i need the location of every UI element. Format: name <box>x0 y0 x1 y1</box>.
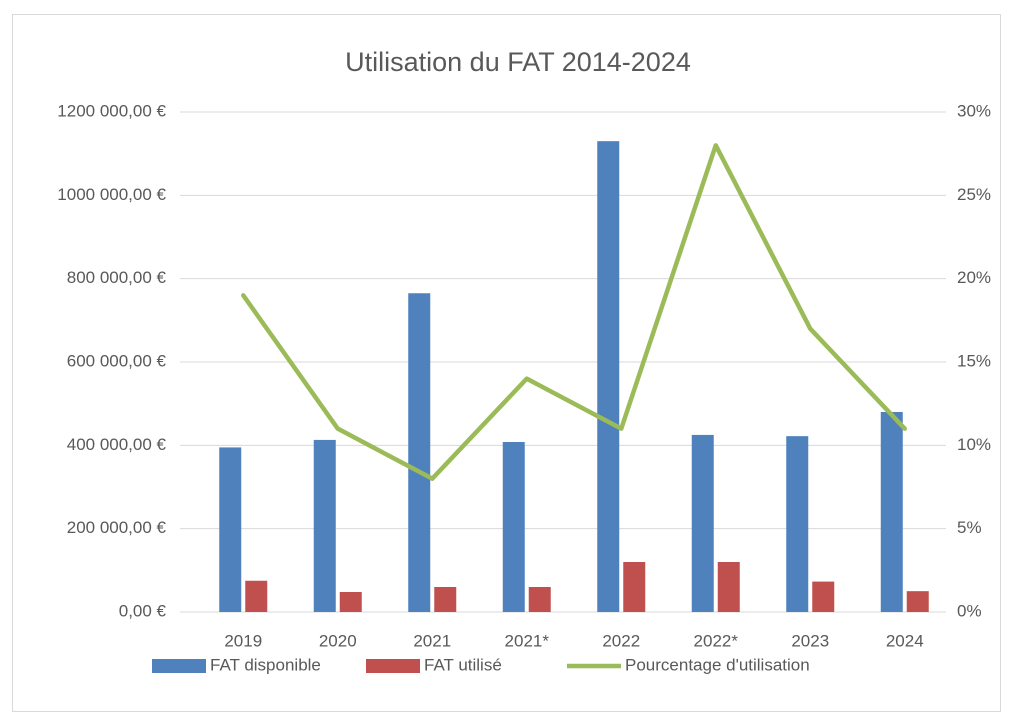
y-tick-label: 1200 000,00 € <box>57 101 166 120</box>
y-tick-label: 600 000,00 € <box>67 351 167 370</box>
y2-tick-label: 5% <box>957 518 982 537</box>
bar <box>786 436 809 612</box>
y2-tick-label: 10% <box>957 435 991 454</box>
x-tick-label: 2020 <box>319 631 357 650</box>
legend-label: FAT disponible <box>210 655 321 674</box>
bar <box>597 141 620 612</box>
legend-swatch <box>366 659 420 673</box>
y-tick-label: 800 000,00 € <box>67 268 167 287</box>
y2-tick-label: 0% <box>957 601 982 620</box>
x-tick-label: 2019 <box>224 631 262 650</box>
line <box>241 143 907 481</box>
bar <box>717 562 740 612</box>
bar <box>691 434 714 612</box>
x-tick-label: 2021* <box>505 631 550 650</box>
y2-tick-label: 20% <box>957 268 991 287</box>
y-tick-label: 0,00 € <box>119 601 167 620</box>
y2-tick-label: 15% <box>957 351 991 370</box>
bar <box>313 439 336 612</box>
x-tick-label: 2021 <box>413 631 451 650</box>
y2-tick-label: 25% <box>957 185 991 204</box>
legend-label: FAT utilisé <box>424 655 502 674</box>
bar <box>880 412 903 612</box>
bar <box>219 447 242 612</box>
bar <box>812 581 835 612</box>
y-tick-label: 200 000,00 € <box>67 518 167 537</box>
x-tick-label: 2023 <box>791 631 829 650</box>
y2-tick-label: 30% <box>957 101 991 120</box>
x-tick-label: 2022 <box>602 631 640 650</box>
bar <box>528 587 551 612</box>
bar <box>623 562 646 612</box>
bar <box>339 592 362 612</box>
y-tick-label: 400 000,00 € <box>67 435 167 454</box>
chart-title: Utilisation du FAT 2014-2024 <box>345 47 691 77</box>
legend-label: Pourcentage d'utilisation <box>625 655 810 674</box>
x-tick-label: 2022* <box>694 631 739 650</box>
y-tick-label: 1000 000,00 € <box>57 185 166 204</box>
bar <box>245 580 268 612</box>
bar <box>434 587 457 612</box>
bar <box>906 591 929 612</box>
bar <box>502 442 525 612</box>
legend-swatch <box>152 659 206 673</box>
bar <box>408 293 431 612</box>
x-tick-label: 2024 <box>886 631 924 650</box>
